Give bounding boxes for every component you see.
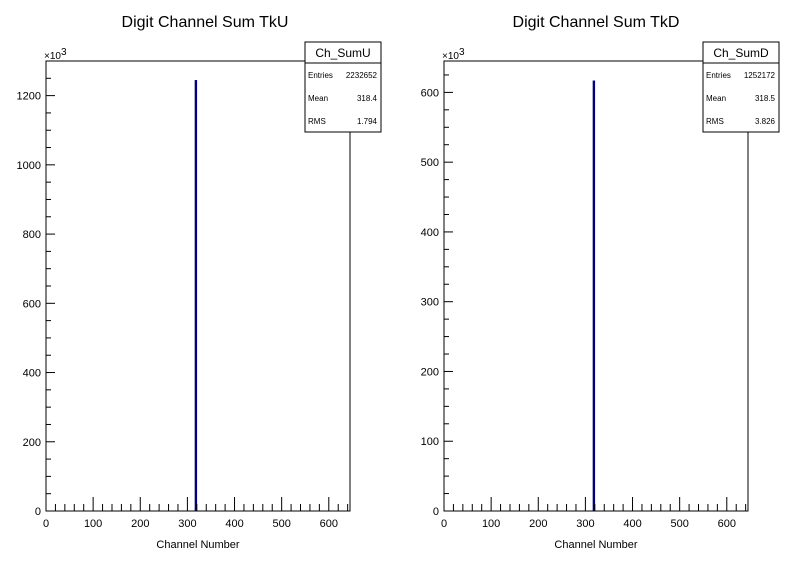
stats-histogram-name: Ch_SumU <box>315 46 370 60</box>
y-axis-ticks: 0 100 200 300 400 500 600 <box>421 74 453 518</box>
stats-value: 1.794 <box>357 117 378 126</box>
y-tick-label: 1000 <box>17 160 41 172</box>
y-tick-label: 400 <box>23 368 41 380</box>
y-tick-label: 1200 <box>17 91 41 103</box>
stats-label: Entries <box>706 71 731 80</box>
stats-label: Mean <box>308 94 328 103</box>
x-tick-label: 300 <box>576 518 594 530</box>
x-axis-ticks: 0 100 200 300 400 500 600 <box>43 497 349 530</box>
plot-frame <box>45 60 351 512</box>
x-tick-label: 0 <box>43 518 49 530</box>
stats-value: 318.4 <box>357 94 378 103</box>
y-tick-label: 800 <box>23 229 41 241</box>
stats-label: RMS <box>308 117 326 126</box>
x-tick-label: 0 <box>441 518 447 530</box>
stats-value: 1252172 <box>744 71 776 80</box>
y-tick-label: 600 <box>421 87 439 99</box>
x-tick-label: 100 <box>482 518 500 530</box>
chart-title: Digit Channel Sum TkU <box>122 14 289 31</box>
y-axis-multiplier: ×103 <box>44 47 67 62</box>
stats-label: RMS <box>706 117 724 126</box>
y-tick-label: 400 <box>421 227 439 239</box>
stats-value: 318.5 <box>755 94 776 103</box>
x-axis-title: Channel Number <box>554 539 637 551</box>
stats-value: 2232652 <box>346 71 378 80</box>
y-tick-label: 200 <box>421 366 439 378</box>
x-tick-label: 500 <box>272 518 290 530</box>
histogram-bars <box>194 80 198 512</box>
histogram-bar <box>592 80 596 511</box>
x-tick-label: 400 <box>225 518 243 530</box>
x-tick-label: 400 <box>623 518 641 530</box>
stats-label: Entries <box>308 71 333 80</box>
stats-histogram-name: Ch_SumD <box>713 46 769 60</box>
plot-frame <box>443 60 749 512</box>
pad-left: Digit Channel Sum TkU ×103 0 100 200 300 400… <box>17 14 382 551</box>
x-tick-label: 600 <box>320 518 338 530</box>
stats-value: 3.826 <box>755 117 776 126</box>
histogram-bar <box>194 80 198 512</box>
y-tick-label: 300 <box>421 297 439 309</box>
y-axis-ticks: 0 200 400 600 800 1000 1200 <box>17 60 55 518</box>
y-tick-label: 200 <box>23 437 41 449</box>
x-tick-label: 500 <box>670 518 688 530</box>
x-axis-ticks: 0 100 200 300 400 500 600 <box>441 497 747 530</box>
y-tick-label: 600 <box>23 298 41 310</box>
pad-right: Digit Channel Sum TkD ×103 0 100 200 300 400… <box>421 14 780 551</box>
y-tick-label: 100 <box>421 436 439 448</box>
y-tick-label: 500 <box>421 157 439 169</box>
stats-box: Ch_SumD Entries 1252172 Mean 318.5 RMS 3… <box>702 41 780 133</box>
chart-title: Digit Channel Sum TkD <box>513 14 680 31</box>
histogram-bars <box>592 80 596 511</box>
x-tick-label: 200 <box>131 518 149 530</box>
x-tick-label: 200 <box>529 518 547 530</box>
y-axis-multiplier: ×103 <box>442 47 465 62</box>
y-tick-label: 0 <box>433 506 439 518</box>
stats-box: Ch_SumU Entries 2232652 Mean 318.4 RMS 1… <box>304 41 382 133</box>
x-tick-label: 300 <box>178 518 196 530</box>
x-tick-label: 100 <box>84 518 102 530</box>
stats-label: Mean <box>706 94 726 103</box>
x-axis-title: Channel Number <box>156 539 239 551</box>
y-tick-label: 0 <box>35 506 41 518</box>
stats-box-frame <box>304 41 382 133</box>
x-tick-label: 600 <box>718 518 736 530</box>
stats-box-frame <box>702 41 780 133</box>
